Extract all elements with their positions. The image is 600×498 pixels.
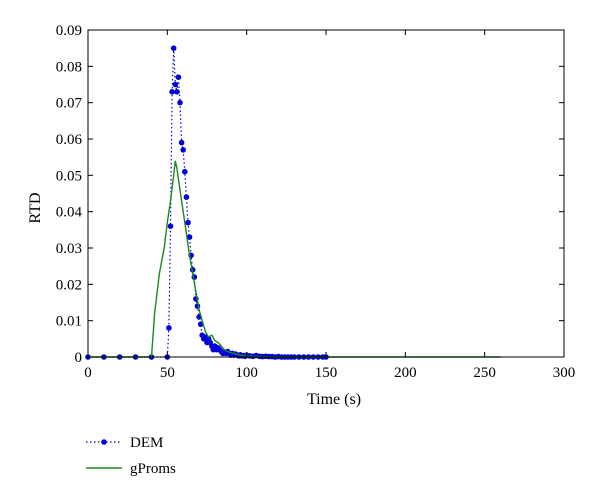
legend-marker-dem [101, 439, 107, 445]
y-tick-label: 0.09 [56, 23, 82, 39]
y-tick-label: 0.02 [56, 277, 82, 293]
x-tick-label: 150 [315, 365, 338, 381]
data-point-dem [186, 234, 193, 240]
x-axis-label: Time (s) [307, 391, 361, 408]
plot-area [85, 45, 501, 360]
x-tick-label: 200 [394, 365, 417, 381]
axes-box [87, 29, 565, 358]
data-point-dem [166, 325, 172, 331]
y-tick-label: 0.07 [56, 96, 83, 112]
legend-label-dem: DEM [130, 435, 163, 451]
y-tick-label: 0.05 [56, 168, 82, 184]
x-tick-label: 50 [160, 365, 175, 381]
y-tick-label: 0 [75, 350, 83, 366]
data-point-dem [172, 81, 179, 88]
y-tick-label: 0.01 [56, 314, 82, 330]
data-point-dem [177, 99, 183, 106]
series-line-gproms [88, 160, 501, 358]
data-point-dem [170, 45, 177, 51]
data-point-dem [169, 89, 175, 95]
y-tick-label: 0.08 [56, 59, 82, 75]
x-tick-label: 250 [473, 365, 496, 381]
data-point-dem [174, 89, 180, 95]
data-point-dem [183, 194, 190, 200]
data-point-dem [180, 147, 186, 153]
data-point-dem [182, 168, 188, 175]
data-point-dem [197, 321, 204, 328]
data-point-dem [185, 219, 191, 226]
series-line-dem [88, 48, 326, 358]
x-tick-label: 0 [84, 365, 92, 381]
legend: DEM gProms [86, 435, 176, 477]
axes: 0 50 100 150 200 250 300 0 0.01 0.02 0.03 0.04 0.05 0… [56, 23, 576, 381]
y-tick-label: 0.06 [56, 132, 83, 148]
x-tick-label: 300 [553, 365, 576, 381]
data-point-dem [167, 223, 174, 229]
legend-label-gproms: gProms [130, 461, 176, 477]
y-axis-label: RTD [27, 192, 44, 223]
data-point-dem [175, 74, 182, 80]
y-tick-label: 0.03 [56, 241, 82, 257]
x-tick-label: 100 [235, 365, 258, 381]
y-tick-label: 0.04 [56, 205, 83, 221]
data-point-dem [178, 139, 185, 146]
